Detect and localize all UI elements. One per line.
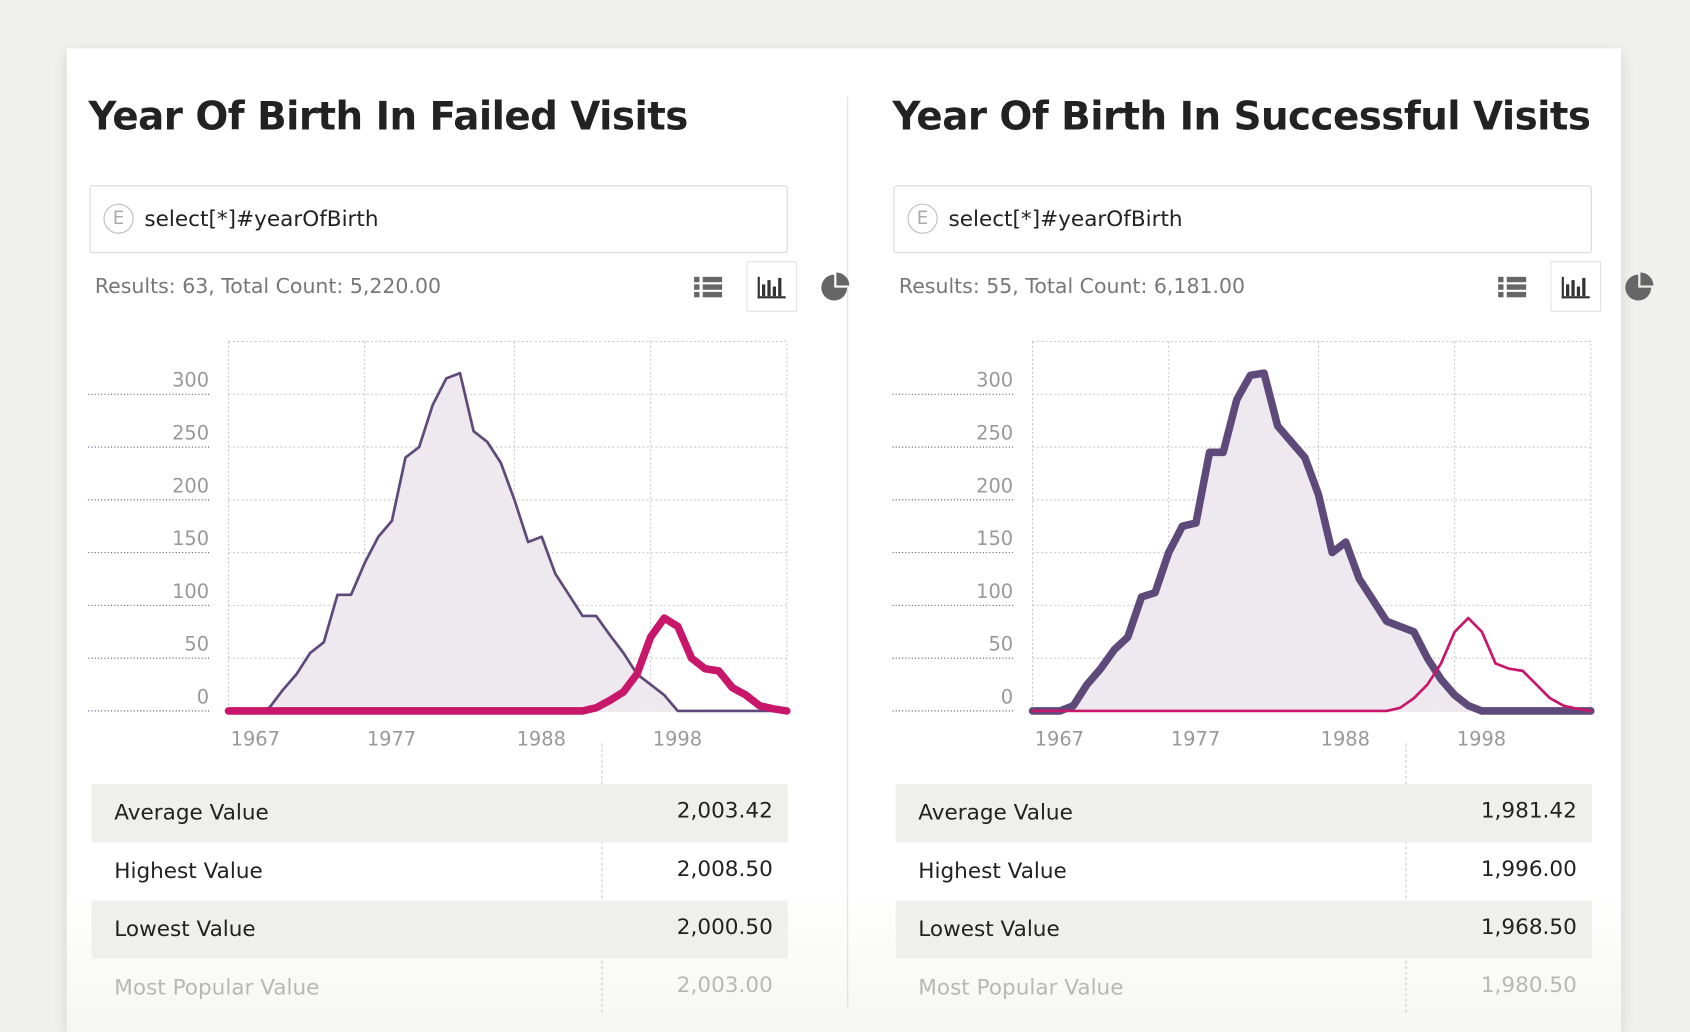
view-icons xyxy=(694,261,850,312)
panel-title: Year Of Birth In Failed Visits xyxy=(88,94,688,139)
stats-table: Average Value 2,003.42 Highest Value 2,008.… xyxy=(91,784,788,1017)
y-tick-label: 100 xyxy=(172,580,209,603)
y-tick-label: 100 xyxy=(976,580,1013,603)
stat-value: 2,008.50 xyxy=(676,855,773,882)
series-line xyxy=(1028,369,1595,715)
y-tick-label: 0 xyxy=(197,685,209,708)
y-tick-label: 50 xyxy=(988,633,1013,656)
y-tick-label: 150 xyxy=(976,527,1013,550)
area xyxy=(1032,373,1591,711)
stat-label: Highest Value xyxy=(918,857,1067,884)
series-line xyxy=(227,371,789,713)
stat-value: 2,003.42 xyxy=(676,797,773,823)
y-tick-label: 250 xyxy=(172,422,209,445)
x-tick-label: 1988 xyxy=(517,727,566,750)
results-summary: Results: 63, Total Count: 5,220.00 xyxy=(94,274,442,299)
y-tick-label: 200 xyxy=(976,474,1013,497)
stats-row: Lowest Value 2,000.50 xyxy=(91,900,788,959)
stat-value: 1,968.50 xyxy=(1480,913,1577,940)
query-text: select[*]#yearOfBirth xyxy=(948,205,1183,232)
pie-icon[interactable] xyxy=(1625,272,1654,301)
x-tick-label: 1998 xyxy=(1457,727,1506,750)
stats-row: Lowest Value 1,968.50 xyxy=(895,900,1592,959)
column-divider xyxy=(601,743,603,1013)
y-tick-label: 250 xyxy=(976,422,1013,445)
stats-row: Average Value 1,981.42 xyxy=(895,784,1592,843)
stat-value: 1,980.50 xyxy=(1480,971,1577,998)
stats-table: Average Value 1,981.42 Highest Value 1,996.… xyxy=(895,784,1592,1017)
y-tick-label: 300 xyxy=(172,369,209,392)
list-icon[interactable] xyxy=(1498,276,1527,298)
stat-label: Average Value xyxy=(918,799,1073,826)
stats-row: Most Popular Value 2,003.00 xyxy=(92,959,788,1017)
stat-label: Lowest Value xyxy=(114,915,256,942)
view-icons xyxy=(1498,261,1654,312)
stat-value: 1,981.42 xyxy=(1480,797,1577,823)
y-tick-label: 300 xyxy=(976,369,1013,392)
view-switcher xyxy=(1421,261,1669,319)
y-tick-label: 150 xyxy=(172,527,209,550)
stat-value: 2,003.00 xyxy=(676,971,773,998)
list-icon[interactable] xyxy=(694,276,723,298)
stat-label: Highest Value xyxy=(114,857,263,884)
divider xyxy=(847,96,849,1008)
stat-label: Average Value xyxy=(114,799,269,826)
series-line xyxy=(224,614,791,715)
results-summary: Results: 55, Total Count: 6,181.00 xyxy=(898,274,1246,299)
query-text: select[*]#yearOfBirth xyxy=(144,205,379,232)
stats-row: Highest Value 2,008.50 xyxy=(92,842,788,900)
view-switcher xyxy=(617,261,865,319)
x-tick-label: 1967 xyxy=(1035,727,1084,750)
x-tick-label: 1998 xyxy=(653,727,702,750)
x-tick-label: 1988 xyxy=(1321,727,1370,750)
query-icon: E xyxy=(907,203,938,234)
panel-title: Year Of Birth In Successful Visits xyxy=(892,94,1591,139)
stats-row: Highest Value 1,996.00 xyxy=(896,842,1592,900)
x-tick-label: 1977 xyxy=(1171,727,1220,750)
bar-icon[interactable] xyxy=(746,261,798,312)
area xyxy=(228,373,787,711)
chart: 0 50 100 150 200 250 300 1967 1977 1988 1998 xyxy=(88,340,791,750)
x-tick-label: 1977 xyxy=(367,727,416,750)
bar-icon[interactable] xyxy=(1550,261,1602,312)
column-divider xyxy=(1405,743,1407,1013)
stat-label: Most Popular Value xyxy=(918,973,1124,1000)
stats-row: Most Popular Value 1,980.50 xyxy=(896,959,1592,1017)
y-tick-label: 0 xyxy=(1001,685,1013,708)
y-tick-label: 200 xyxy=(172,474,209,497)
y-tick-label: 50 xyxy=(184,633,209,656)
stat-value: 2,000.50 xyxy=(676,913,773,940)
series-line xyxy=(1031,616,1593,713)
stat-label: Most Popular Value xyxy=(114,973,320,1000)
pie-icon[interactable] xyxy=(821,272,850,301)
stat-value: 1,996.00 xyxy=(1480,855,1577,882)
x-tick-label: 1967 xyxy=(231,727,280,750)
stat-label: Lowest Value xyxy=(918,915,1060,942)
query-icon: E xyxy=(103,203,134,234)
stats-row: Average Value 2,003.42 xyxy=(91,784,788,843)
chart: 0 50 100 150 200 250 300 1967 1977 1988 1998 xyxy=(892,340,1595,750)
